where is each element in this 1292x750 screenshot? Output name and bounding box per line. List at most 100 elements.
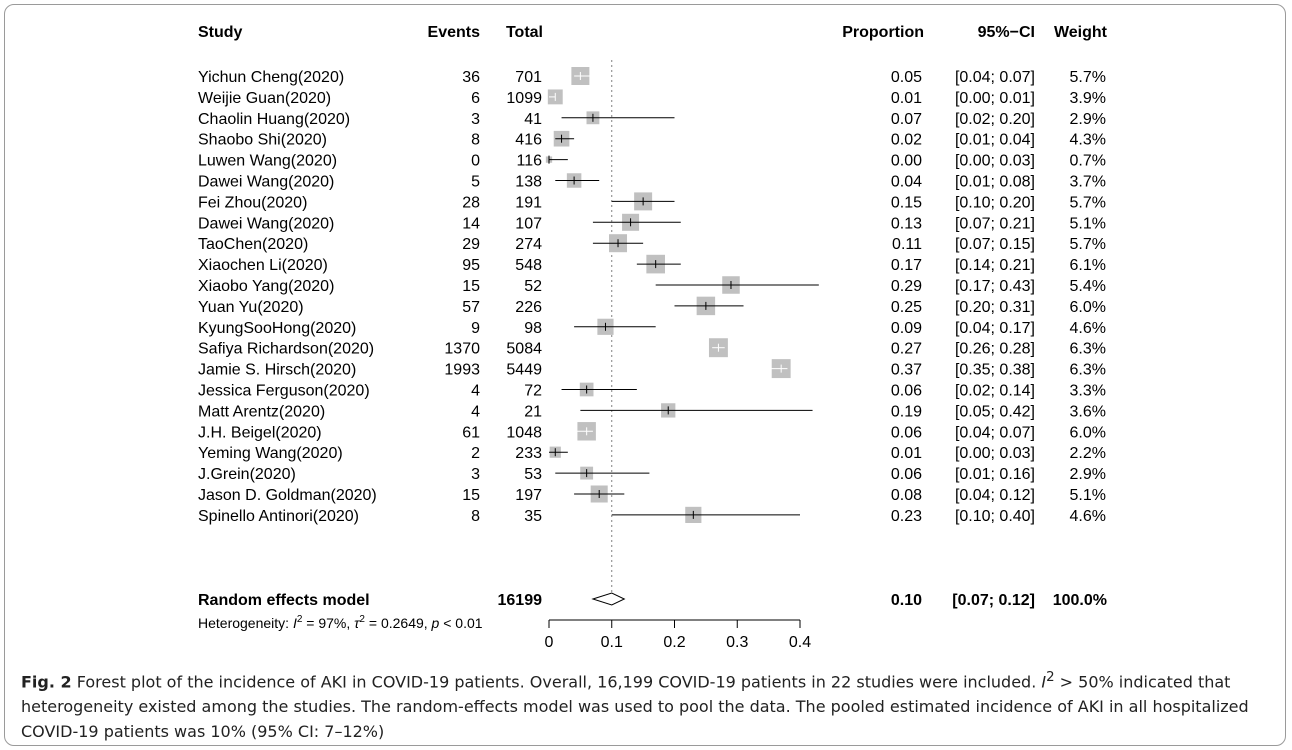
total-value: 35	[524, 508, 542, 525]
weight-value: 6.3%	[1070, 341, 1106, 358]
ci-value: [0.01; 0.16]	[955, 466, 1035, 483]
ci-value: [0.02; 0.14]	[955, 383, 1035, 400]
events-value: 0	[471, 153, 480, 170]
study-label: Luwen Wang(2020)	[198, 153, 337, 170]
events-value: 3	[471, 466, 480, 483]
total-value: 41	[524, 111, 542, 128]
proportion-value: 0.19	[891, 403, 922, 420]
figure-caption: Fig. 2 Forest plot of the incidence of A…	[21, 665, 1271, 744]
study-label: Yuan Yu(2020)	[198, 299, 304, 316]
ci-value: [0.01; 0.04]	[955, 132, 1035, 149]
weight-value: 6.1%	[1070, 257, 1106, 274]
total-value: 21	[524, 403, 542, 420]
x-tick-label: 0.4	[789, 634, 811, 651]
study-label: Safiya Richardson(2020)	[198, 341, 374, 358]
total-value: 233	[515, 445, 542, 462]
total-value: 5449	[506, 362, 542, 379]
proportion-value: 0.04	[891, 174, 922, 191]
proportion-value: 0.01	[891, 445, 922, 462]
caption-label: Fig. 2	[21, 672, 72, 692]
header-events: Events	[428, 24, 481, 41]
study-label: KyungSooHong(2020)	[198, 320, 356, 337]
p-symbol: p	[431, 615, 440, 631]
header-total: Total	[506, 24, 543, 41]
proportion-value: 0.37	[891, 362, 922, 379]
events-value: 3	[471, 111, 480, 128]
total-value: 191	[515, 194, 542, 211]
pooled-diamond	[591, 592, 626, 606]
weight-value: 2.9%	[1070, 466, 1106, 483]
events-value: 2	[471, 445, 480, 462]
events-value: 95	[462, 257, 480, 274]
proportion-value: 0.23	[891, 508, 922, 525]
total-value: 98	[524, 320, 542, 337]
ci-value: [0.04; 0.12]	[955, 487, 1035, 504]
ci-value: [0.17; 0.43]	[955, 278, 1035, 295]
proportion-value: 0.00	[891, 153, 922, 170]
events-value: 1993	[444, 362, 480, 379]
proportion-value: 0.15	[891, 194, 922, 211]
ci-value: [0.04; 0.17]	[955, 320, 1035, 337]
heterogeneity-text: Heterogeneity: I2 = 97%, τ2 = 0.2649, p …	[198, 614, 483, 631]
pooled-label: Random effects model	[198, 592, 370, 609]
study-label: Dawei Wang(2020)	[198, 215, 334, 232]
ci-value: [0.07; 0.21]	[955, 215, 1035, 232]
weight-value: 6.0%	[1070, 424, 1106, 441]
p-value: < 0.01	[439, 615, 482, 631]
weight-value: 6.0%	[1070, 299, 1106, 316]
study-label: Jason D. Goldman(2020)	[198, 487, 377, 504]
total-value: 416	[515, 132, 542, 149]
proportion-value: 0.17	[891, 257, 922, 274]
study-label: Xiaochen Li(2020)	[198, 257, 328, 274]
events-value: 8	[471, 132, 480, 149]
total-value: 226	[515, 299, 542, 316]
proportion-value: 0.06	[891, 424, 922, 441]
ci-value: [0.14; 0.21]	[955, 257, 1035, 274]
study-label: Jessica Ferguson(2020)	[198, 383, 370, 400]
total-value: 53	[524, 466, 542, 483]
total-value: 5084	[506, 341, 542, 358]
events-value: 6	[471, 90, 480, 107]
study-label: Fei Zhou(2020)	[198, 194, 307, 211]
weight-value: 5.7%	[1070, 194, 1106, 211]
ci-value: [0.26; 0.28]	[955, 341, 1035, 358]
weight-value: 5.4%	[1070, 278, 1106, 295]
weight-value: 4.6%	[1070, 320, 1106, 337]
header-study: Study	[198, 24, 243, 41]
study-label: Spinello Antinori(2020)	[198, 508, 359, 525]
events-value: 61	[462, 424, 480, 441]
ci-value: [0.05; 0.42]	[955, 403, 1035, 420]
ci-value: [0.01; 0.08]	[955, 174, 1035, 191]
weight-value: 6.3%	[1070, 362, 1106, 379]
ci-value: [0.07; 0.15]	[955, 236, 1035, 253]
caption-i2-symbol: I	[1041, 672, 1047, 692]
study-label: Matt Arentz(2020)	[198, 403, 325, 420]
header-proportion: Proportion	[842, 24, 924, 41]
study-label: Yichun Cheng(2020)	[198, 69, 344, 86]
i2-value: = 97%,	[302, 615, 354, 631]
proportion-value: 0.29	[891, 278, 922, 295]
tau2-exponent: 2	[359, 614, 365, 625]
pooled-proportion: 0.10	[891, 592, 922, 609]
study-label: TaoChen(2020)	[198, 236, 308, 253]
ci-value: [0.00; 0.03]	[955, 153, 1035, 170]
weight-value: 0.7%	[1070, 153, 1106, 170]
weight-value: 3.6%	[1070, 403, 1106, 420]
weight-value: 5.1%	[1070, 487, 1106, 504]
caption-text-2: > 50% indicated that heterogeneity exist…	[21, 672, 1249, 742]
events-value: 14	[462, 215, 480, 232]
ci-value: [0.00; 0.03]	[955, 445, 1035, 462]
x-tick-label: 0.3	[726, 634, 748, 651]
weight-value: 4.3%	[1070, 132, 1106, 149]
i2-symbol: I	[293, 615, 297, 631]
weight-value: 3.7%	[1070, 174, 1106, 191]
heterogeneity-prefix: Heterogeneity:	[198, 615, 293, 631]
pooled-total: 16199	[498, 592, 543, 609]
proportion-value: 0.06	[891, 466, 922, 483]
total-value: 52	[524, 278, 542, 295]
header-ci: 95%−CI	[978, 24, 1035, 41]
events-value: 15	[462, 278, 480, 295]
proportion-value: 0.09	[891, 320, 922, 337]
total-value: 138	[515, 174, 542, 191]
study-label: Dawei Wang(2020)	[198, 174, 334, 191]
